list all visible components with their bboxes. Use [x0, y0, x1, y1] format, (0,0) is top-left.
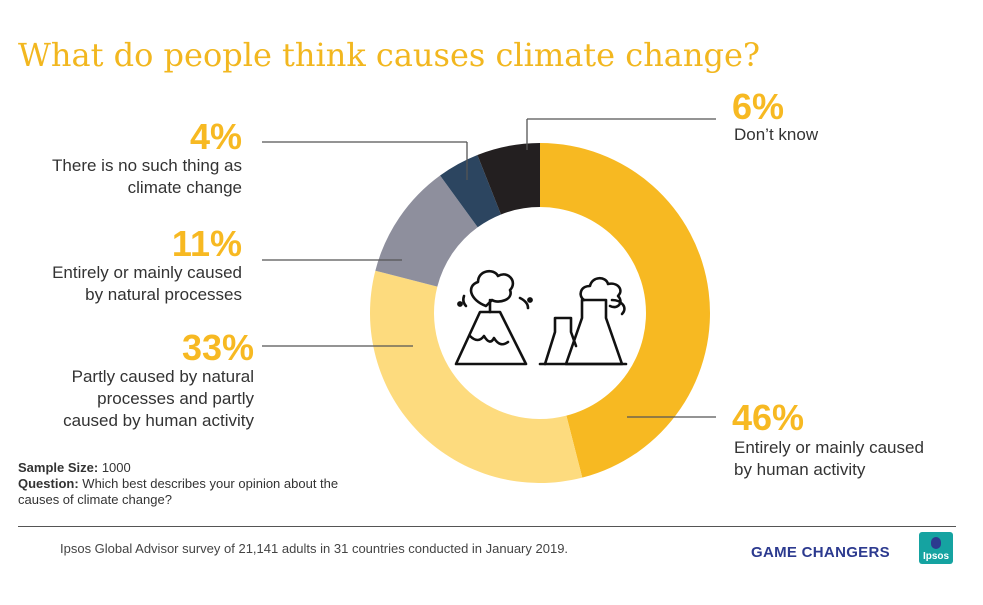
footer-note: Ipsos Global Advisor survey of 21,141 ad… [60, 541, 569, 556]
label-partly-pct: 33% [181, 327, 254, 368]
sample-size-label: Sample Size: [18, 460, 99, 475]
question-text: Which best describes your opinion about … [18, 476, 339, 507]
label-partly-line-2: processes and partly [97, 389, 254, 408]
page-title: What do people think causes climate chan… [18, 36, 761, 74]
donut-slice-3 [440, 154, 501, 228]
survey-meta: Sample Size: 1000 Question: Which best d… [18, 460, 348, 508]
question-label: Question: [18, 476, 79, 491]
label-human-line-1: Entirely or mainly caused [734, 438, 924, 457]
label-no-such-line-2: climate change [127, 178, 242, 197]
label-partly-line-3: caused by human activity [63, 411, 254, 430]
footer-divider [18, 526, 956, 527]
donut-slice-1 [370, 270, 583, 484]
donut-slice-0 [540, 143, 711, 478]
donut-slice-4 [477, 143, 540, 215]
question: Question: Which best describes your opin… [18, 476, 348, 508]
logo-mark [931, 537, 941, 549]
label-partly-line-1: Partly caused by natural [71, 367, 254, 386]
factory-icon [538, 276, 628, 366]
label-no-such-pct: 4% [189, 116, 242, 157]
ipsos-logo: Ipsos [919, 532, 953, 564]
sample-size: Sample Size: 1000 [18, 460, 348, 476]
label-dont-know-text: Don’t know [734, 125, 819, 144]
leader-lines [262, 118, 716, 418]
logo-text: Ipsos [922, 551, 950, 562]
label-human-pct: 46% [732, 397, 805, 438]
label-natural-line-1: Entirely or mainly caused [52, 263, 242, 282]
brand-tagline: GAME CHANGERS [751, 544, 890, 561]
donut-slices [370, 143, 711, 484]
label-no-such-line-1: There is no such thing as [52, 156, 242, 175]
label-dont-know-pct: 6% [732, 86, 785, 127]
label-natural-pct: 11% [171, 223, 242, 264]
donut-slice-2 [375, 175, 478, 287]
label-human-line-2: by human activity [734, 460, 866, 479]
volcano-icon [454, 269, 533, 366]
label-natural-line-2: by natural processes [85, 285, 242, 304]
sample-size-value: 1000 [101, 460, 131, 475]
